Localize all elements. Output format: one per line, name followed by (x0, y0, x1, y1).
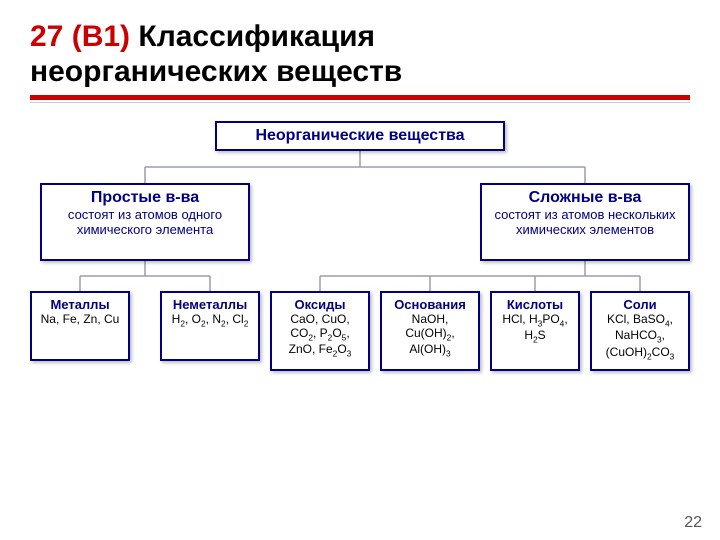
node-head: Неорганические вещества (221, 127, 499, 145)
node-sub: состоят из атомов нескольких химических … (486, 207, 684, 237)
classification-diagram: Неорганические веществаПростые в-васосто… (30, 121, 690, 441)
node-body: NaOH, Cu(OH)2, Al(OH)3 (386, 312, 474, 359)
rule-thin (30, 102, 690, 103)
node-head: Металлы (36, 297, 124, 312)
node-nonmetals: НеметаллыH2, O2, N2, Cl2 (160, 291, 260, 361)
diagram-edges (30, 121, 690, 441)
title-main-1: Классификация (130, 20, 375, 53)
node-simple: Простые в-васостоят из атомов одного хим… (40, 183, 250, 261)
node-body: Na, Fe, Zn, Cu (36, 312, 124, 326)
node-bases: ОснованияNaOH, Cu(OH)2, Al(OH)3 (380, 291, 480, 371)
node-acids: КислотыHCl, H3PO4, H2S (490, 291, 580, 371)
page-number: 22 (684, 514, 702, 532)
node-sub: состоят из атомов одного химического эле… (46, 207, 244, 237)
rule-thick (30, 95, 690, 100)
node-body: CaO, CuO, CO2, P2O5, ZnO, Fe2O3 (276, 312, 364, 359)
node-body: H2, O2, N2, Cl2 (166, 312, 254, 328)
node-root: Неорганические вещества (215, 121, 505, 151)
node-head: Неметаллы (166, 297, 254, 312)
node-body: KCl, BaSO4, NaHCO3, (CuOH)2CO3 (596, 312, 684, 361)
title-prefix: 27 (В1) (30, 20, 130, 53)
node-head: Кислоты (496, 297, 574, 312)
node-head: Сложные в-ва (486, 189, 684, 207)
node-head: Оксиды (276, 297, 364, 312)
node-head: Соли (596, 297, 684, 312)
node-metals: МеталлыNa, Fe, Zn, Cu (30, 291, 130, 361)
node-body: HCl, H3PO4, H2S (496, 312, 574, 345)
title-main-2: неорганических веществ (30, 55, 690, 90)
node-complex: Сложные в-васостоят из атомов нескольких… (480, 183, 690, 261)
node-head: Простые в-ва (46, 189, 244, 207)
node-oxides: ОксидыCaO, CuO, CO2, P2O5, ZnO, Fe2O3 (270, 291, 370, 371)
node-salts: СолиKCl, BaSO4, NaHCO3, (CuOH)2CO3 (590, 291, 690, 371)
node-head: Основания (386, 297, 474, 312)
slide-title: 27 (В1) Классификация неорганических вещ… (30, 20, 690, 89)
